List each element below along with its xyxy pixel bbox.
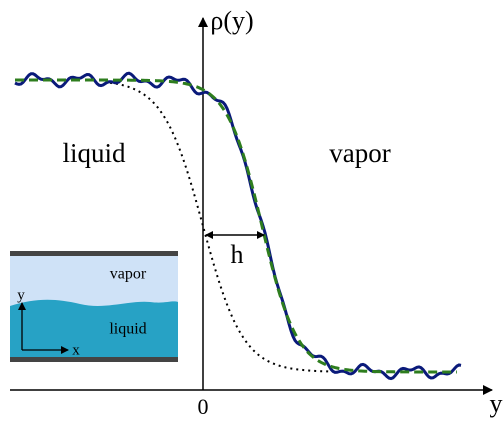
dotted-profile [109,81,350,373]
wall [10,357,178,362]
y-axis-label: ρ(y) [210,6,253,35]
origin-label: 0 [198,394,209,419]
region-label: liquid [62,138,126,168]
liquid-region [10,299,178,358]
width-label: h [231,240,244,269]
inset-x-label: x [72,342,80,358]
inset: y x vapor liquid [10,251,178,362]
x-axis-label: y [490,389,503,418]
mean-profile [15,78,457,374]
wall [10,251,178,256]
inset-liquid-label: liquid [109,321,146,338]
inset-y-label: y [17,287,25,303]
inset-vapor-label: vapor [110,266,147,283]
region-label: vapor [329,138,390,168]
